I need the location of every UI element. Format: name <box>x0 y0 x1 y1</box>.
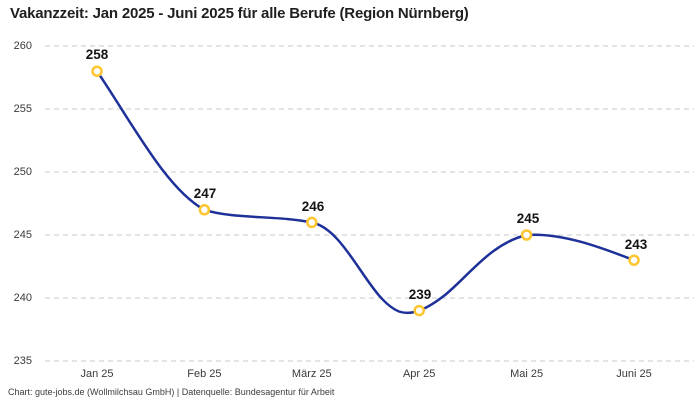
x-axis-tick-label: Apr 25 <box>402 368 436 380</box>
x-axis-tick-label: März 25 <box>291 368 332 380</box>
data-point-label: 239 <box>408 287 432 302</box>
chart-title: Vakanzzeit: Jan 2025 - Juni 2025 für all… <box>10 5 469 22</box>
data-point-marker-feb <box>198 204 211 216</box>
x-axis-tick-label: Feb 25 <box>187 368 222 380</box>
line-series <box>95 69 636 315</box>
data-point-label: 247 <box>193 186 217 201</box>
chart-source-footer: Chart: gute-jobs.de (Wollmilchsau GmbH) … <box>8 387 335 397</box>
gridlines <box>45 45 694 362</box>
y-axis-tick-label: 235 <box>13 355 32 367</box>
x-axis-tick-label: Juni 25 <box>616 368 652 380</box>
y-axis-tick-label: 250 <box>13 166 32 178</box>
data-point-markers <box>91 65 640 317</box>
data-point-marker-jan <box>91 65 103 77</box>
y-axis-tick-label: 255 <box>13 103 32 115</box>
y-axis-tick-label: 260 <box>13 40 32 52</box>
data-point-label: 258 <box>85 47 109 62</box>
y-axis-tick-label: 240 <box>13 292 32 304</box>
data-point-marker-mai <box>520 229 533 241</box>
data-point-marker-apr <box>413 304 425 317</box>
data-point-label: 243 <box>624 237 648 252</box>
data-point-marker-maerz <box>306 216 318 229</box>
x-axis-tick-label: Jan 25 <box>80 368 114 380</box>
x-axis-tick-label: Mai 25 <box>510 368 544 380</box>
data-point-label: 246 <box>301 199 325 214</box>
y-axis-tick-label: 245 <box>13 229 32 241</box>
data-point-marker-juni <box>628 254 640 266</box>
data-point-label: 245 <box>516 211 540 226</box>
